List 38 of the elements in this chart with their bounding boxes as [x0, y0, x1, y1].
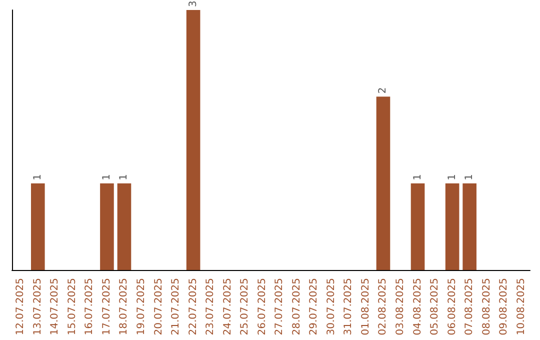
data-label: 1 [118, 174, 130, 180]
x-tick-label: 28.07.2025 [291, 278, 302, 336]
x-tick-label: 20.07.2025 [153, 278, 164, 336]
data-label: 1 [412, 174, 424, 180]
x-tick-label: 16.07.2025 [84, 278, 96, 336]
x-tick-label: 10.08.2025 [516, 278, 527, 336]
x-tick-label: 24.07.2025 [222, 278, 234, 336]
x-tick-label: 26.07.2025 [256, 278, 268, 336]
x-tick-label: 22.07.2025 [188, 278, 199, 336]
data-label: 3 [188, 0, 199, 7]
x-tick-label: 21.07.2025 [170, 278, 182, 336]
x-tick-label: 18.07.2025 [118, 278, 130, 336]
x-tick-label: 25.07.2025 [240, 278, 251, 336]
x-tick-label: 12.07.2025 [15, 278, 26, 336]
x-tick-label: 01.08.2025 [360, 278, 372, 336]
x-tick-label: 31.07.2025 [343, 278, 354, 336]
x-tick-label: 29.07.2025 [308, 278, 320, 336]
x-tick-label: 19.07.2025 [136, 278, 147, 336]
x-tick-label: 06.08.2025 [446, 278, 458, 336]
x-tick-label: 05.08.2025 [430, 278, 441, 336]
x-tick-label: 14.07.2025 [50, 278, 61, 336]
data-label: 2 [378, 87, 389, 94]
x-tick-label: 02.08.2025 [378, 278, 389, 336]
x-tick-label: 27.07.2025 [274, 278, 286, 336]
x-tick-label: 09.08.2025 [498, 278, 510, 336]
x-tick-label: 23.07.2025 [205, 278, 216, 336]
data-label: 1 [464, 174, 476, 180]
data-label: 1 [101, 174, 112, 180]
x-tick-label: 17.07.2025 [101, 278, 112, 336]
data-label: 1 [32, 174, 44, 180]
x-tick-label: 04.08.2025 [412, 278, 424, 336]
x-tick-label: 07.08.2025 [464, 278, 476, 336]
data-label: 1 [446, 174, 458, 180]
x-tick-label: 08.08.2025 [481, 278, 492, 336]
x-tick-label: 30.07.2025 [326, 278, 337, 336]
x-tick-label: 13.07.2025 [32, 278, 44, 336]
x-tick-label: 15.07.2025 [66, 278, 78, 336]
x-tick-label: 03.08.2025 [395, 278, 406, 336]
